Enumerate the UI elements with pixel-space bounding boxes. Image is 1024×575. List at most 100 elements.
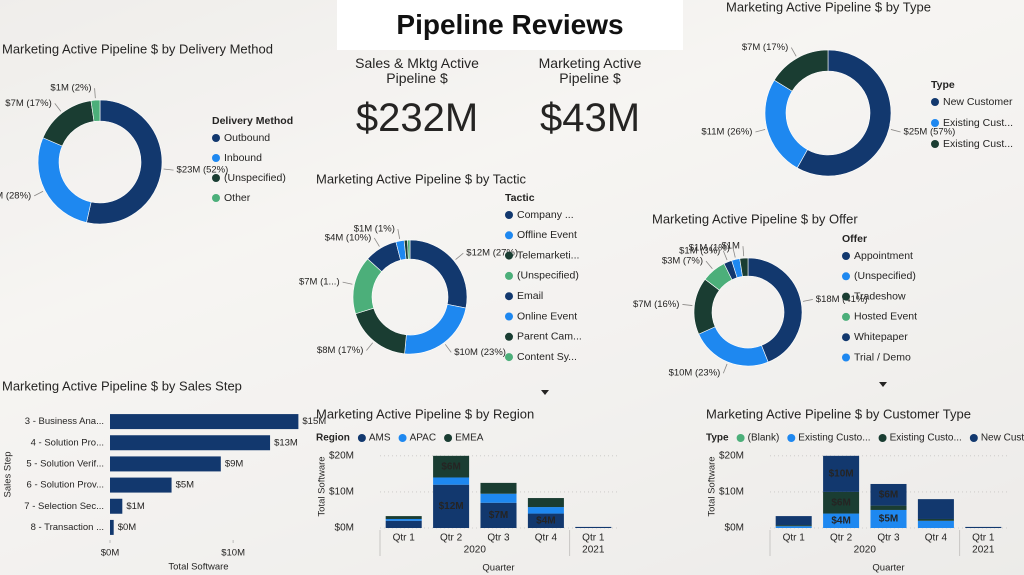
- x-tick-label: Qtr 1: [783, 533, 806, 544]
- data-label: $1M (3%): [679, 245, 720, 256]
- legend-label: Content Sy...: [517, 351, 577, 363]
- legend-label: Email: [517, 290, 543, 302]
- x-group-label: 2021: [582, 545, 605, 556]
- bar-segment: [823, 455, 860, 492]
- legend-marker: [505, 251, 513, 260]
- legend-label: EMEA: [455, 433, 484, 444]
- legend-label: APAC: [410, 433, 437, 444]
- leader-line: [722, 363, 728, 374]
- legend-marker: [787, 434, 796, 442]
- legend-marker: [931, 98, 939, 106]
- bar-segment: [480, 493, 517, 503]
- legend-label: (Blank): [748, 433, 780, 444]
- legend-marker: [212, 194, 220, 202]
- bar-segment: [433, 477, 470, 485]
- data-label: $25M (57%): [904, 126, 956, 137]
- data-label: $8M (17%): [317, 345, 363, 356]
- page-title: Pipeline Reviews: [337, 0, 683, 50]
- bar: [110, 456, 221, 472]
- x-tick-label: Qtr 3: [877, 533, 900, 544]
- leader-line: [342, 281, 353, 285]
- data-label: $15M: [302, 416, 326, 427]
- data-label: $10M (23%): [669, 368, 721, 379]
- x-tick-label: Qtr 2: [830, 533, 853, 544]
- bar-segment: [870, 483, 907, 506]
- leader-line: [890, 129, 901, 133]
- chart-title: Marketing Active Pipeline $ by Offer: [652, 211, 858, 226]
- legend-marker: [505, 271, 513, 280]
- bar: [110, 519, 114, 535]
- legend-marker: [505, 332, 513, 341]
- leader-line: [802, 299, 813, 302]
- donut-segment: [37, 137, 92, 223]
- legend-label: (Unspecified): [224, 172, 286, 184]
- legend-marker: [931, 119, 939, 127]
- legend-label: Inbound: [224, 152, 262, 164]
- bar-segment: [575, 526, 612, 528]
- data-label: $1M (1%): [689, 242, 730, 253]
- data-label: $23M (52%): [177, 165, 229, 176]
- chart-title: Marketing Active Pipeline $ by Region: [316, 406, 534, 421]
- data-label: $13M: [274, 437, 298, 448]
- legend-label: Company ...: [517, 209, 574, 221]
- leader-line: [444, 344, 452, 353]
- data-label: $6M: [831, 497, 850, 508]
- x-tick-label: Qtr 2: [440, 533, 463, 544]
- leader-line: [755, 129, 766, 133]
- legend-marker: [969, 434, 978, 442]
- legend-label: Outbound: [224, 132, 270, 144]
- bar-segment: [480, 482, 517, 494]
- data-label: $6M: [879, 489, 898, 500]
- leader-line: [366, 342, 374, 351]
- leader-line: [732, 247, 736, 258]
- x-tick-label: Qtr 3: [487, 533, 510, 544]
- legend-marker: [505, 231, 513, 240]
- legend-label: New Customer: [943, 96, 1013, 108]
- data-label: $12M (28%): [0, 190, 31, 201]
- legend-label: Existing Custo...: [798, 433, 870, 444]
- legend-title: Offer: [842, 233, 867, 245]
- leader-line: [54, 103, 62, 112]
- data-label: $9M: [225, 458, 244, 469]
- bar: [110, 414, 299, 430]
- data-label: $7M (17%): [5, 98, 51, 109]
- leader-line: [455, 252, 464, 260]
- legend-marker: [444, 434, 453, 442]
- bar-segment: [775, 516, 812, 526]
- legend-label: AMS: [369, 433, 391, 444]
- legend-label: New Custo...: [981, 433, 1024, 444]
- x-tick-label: $0M: [101, 548, 120, 559]
- bar-segment: [917, 499, 954, 519]
- scroll-arrow: [541, 390, 549, 395]
- legend-title: Type: [706, 433, 729, 444]
- legend-marker: [931, 140, 939, 148]
- leader-line: [742, 246, 745, 257]
- legend-marker: [505, 353, 513, 362]
- legend-marker: [212, 134, 220, 142]
- bar-segment: [527, 513, 564, 528]
- x-tick-label: Qtr 1: [582, 533, 605, 544]
- x-tick-label: Qtr 1: [393, 533, 416, 544]
- legend-title: Tactic: [505, 192, 535, 204]
- legend-marker: [842, 312, 850, 321]
- bar-segment: [775, 526, 812, 528]
- legend-title: Type: [931, 79, 955, 91]
- y-tick-label: $20M: [329, 450, 354, 461]
- bar-segment: [385, 516, 422, 519]
- legend-label: Tradeshow: [854, 290, 906, 302]
- card-label: Sales & Mktg Active Pipeline $: [355, 55, 479, 86]
- y-tick-label: $10M: [329, 487, 354, 498]
- y-tick-label: $20M: [719, 450, 744, 461]
- y-tick-label: 8 - Transaction ...: [31, 522, 104, 533]
- legend-marker: [842, 333, 850, 342]
- bar-segment: [823, 491, 860, 514]
- leader-line: [705, 260, 713, 270]
- legend-marker: [842, 353, 850, 362]
- leader-line: [34, 190, 44, 197]
- data-label: $12M (27%): [466, 248, 518, 259]
- leader-line: [722, 250, 728, 261]
- data-label: $5M: [176, 480, 195, 491]
- legend-marker: [505, 312, 513, 321]
- data-label: $5M: [879, 514, 898, 525]
